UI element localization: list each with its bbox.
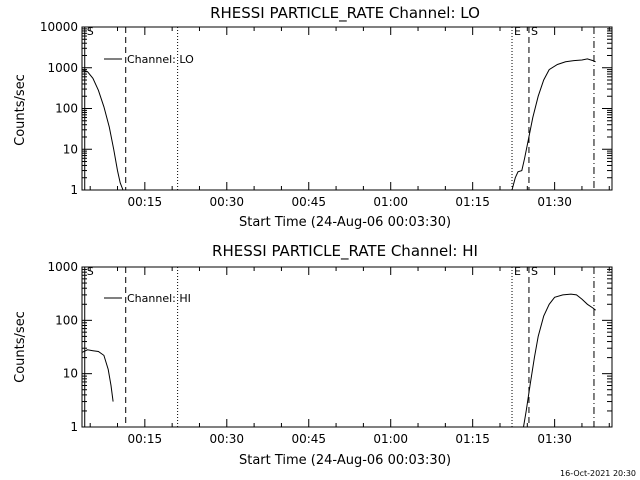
panel-hi-xlabel: Start Time (24-Aug-06 00:03:30) [239, 453, 451, 468]
lo-y-tick-label: 1000 [47, 61, 78, 75]
lo-x-tick-label: 00:30 [209, 195, 244, 209]
lo-x-tick-label: 01:30 [537, 195, 572, 209]
lo-marker-label: S [87, 25, 94, 38]
lo-marker-label: E [514, 25, 521, 38]
panel-hi-title: RHESSI PARTICLE_RATE Channel: HI [212, 242, 478, 261]
hi-y-tick-label: 100 [55, 313, 78, 327]
lo-series-line [511, 58, 596, 191]
hi-y-tick-label: 10 [63, 367, 78, 381]
panel-lo-legend-label: Channel: LO [127, 53, 194, 66]
hi-y-tick-label: 1 [70, 420, 78, 434]
hi-marker-label: E [514, 265, 521, 278]
lo-y-tick-label: 100 [55, 102, 78, 116]
hi-plot-frame [81, 266, 613, 428]
lo-y-tick-label: 1 [70, 183, 78, 197]
lo-x-tick-label: 00:45 [291, 195, 326, 209]
panel-lo-xlabel: Start Time (24-Aug-06 00:03:30) [239, 215, 451, 230]
panel-hi-plot: 00:15 00:30 00:45 01:00 01:15 01:30 1 10 100 1000… [47, 260, 613, 446]
hi-x-tick-label: 00:15 [128, 432, 163, 446]
hi-marker-label: S [531, 265, 538, 278]
hi-x-tick-label: 01:15 [455, 432, 490, 446]
lo-plot-frame [81, 26, 613, 191]
lo-x-tick-label: 01:15 [455, 195, 490, 209]
panel-lo-plot: 00:15 00:30 00:45 01:00 01:15 01:30 1 10 100 1000… [40, 20, 613, 209]
hi-marker-label: S [87, 265, 94, 278]
lo-x-tick-label: 01:00 [373, 195, 408, 209]
hi-series-line [81, 349, 114, 402]
hi-series-line [523, 293, 596, 428]
panel-lo-title: RHESSI PARTICLE_RATE Channel: LO [210, 4, 480, 23]
lo-marker-label: S [531, 25, 538, 38]
panel-lo-ylabel: Counts/sec [13, 74, 28, 146]
lo-x-tick-label: 00:15 [128, 195, 163, 209]
hi-x-tick-label: 00:45 [291, 432, 326, 446]
hi-x-tick-label: 01:00 [373, 432, 408, 446]
hi-y-tick-label: 1000 [47, 260, 78, 274]
hi-x-tick-label: 00:30 [209, 432, 244, 446]
hi-x-tick-label: 01:30 [537, 432, 572, 446]
lo-series-line [81, 69, 124, 191]
timestamp: 16-Oct-2021 20:30 [560, 469, 636, 478]
panel-hi-ylabel: Counts/sec [13, 311, 28, 383]
lo-y-tick-label: 10000 [40, 20, 78, 34]
lo-y-tick-label: 10 [63, 142, 78, 156]
panel-hi-legend-label: Channel: HI [127, 292, 191, 305]
